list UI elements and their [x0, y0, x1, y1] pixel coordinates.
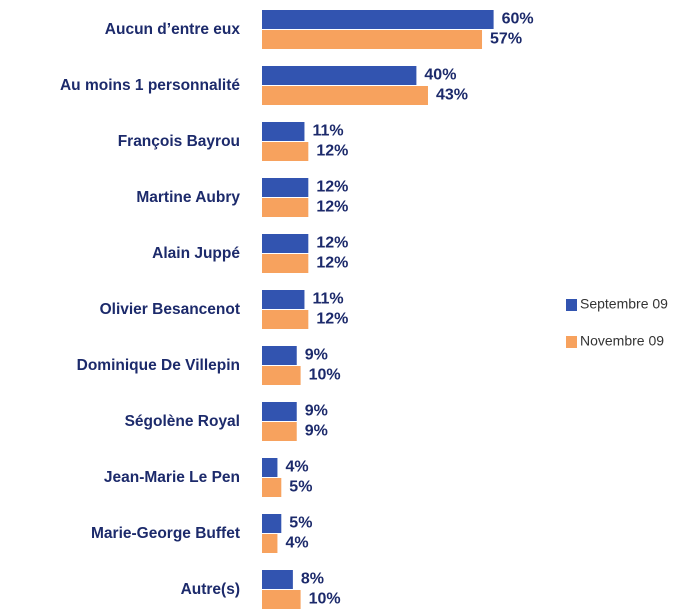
category-label: Marie-George Buffet: [91, 525, 240, 542]
value-label: 57%: [490, 31, 522, 48]
bar: [262, 122, 305, 141]
value-label: 9%: [305, 423, 328, 440]
value-label: 11%: [312, 291, 343, 308]
category-label: Martine Aubry: [136, 189, 240, 206]
bar: [262, 402, 297, 421]
value-label: 9%: [305, 403, 328, 420]
bar: [262, 458, 278, 477]
value-label: 40%: [424, 67, 456, 84]
bar: [262, 10, 494, 29]
bar: [262, 514, 282, 533]
value-label: 8%: [301, 571, 324, 588]
bar: [262, 290, 305, 309]
bar: [262, 534, 278, 553]
category-label: Jean-Marie Le Pen: [104, 469, 240, 486]
bar: [262, 234, 309, 253]
bar: [262, 254, 309, 273]
value-label: 12%: [316, 143, 348, 160]
value-label: 5%: [289, 515, 312, 532]
value-label: 12%: [316, 255, 348, 272]
category-label: Ségolène Royal: [125, 413, 240, 430]
value-label: 10%: [309, 591, 341, 608]
category-label: François Bayrou: [118, 133, 240, 150]
bar: [262, 86, 428, 105]
bar: [262, 30, 483, 49]
category-label: Aucun d’entre eux: [105, 21, 241, 38]
value-label: 12%: [316, 235, 348, 252]
category-label: Olivier Besancenot: [100, 301, 240, 318]
value-label: 12%: [316, 199, 348, 216]
value-label: 11%: [312, 123, 343, 140]
bar: [262, 478, 282, 497]
bar: [262, 142, 309, 161]
legend-swatch: [566, 299, 577, 311]
bar: [262, 570, 293, 589]
category-label: Autre(s): [181, 581, 240, 598]
bar: [262, 66, 417, 85]
value-label: 60%: [502, 11, 534, 28]
value-label: 4%: [285, 535, 308, 552]
category-label: Alain Juppé: [152, 245, 240, 262]
category-label: Dominique De Villepin: [77, 357, 240, 374]
legend-swatch: [566, 336, 577, 348]
bar: [262, 422, 297, 441]
value-label: 12%: [316, 311, 348, 328]
legend-label: Septembre 09: [580, 296, 668, 312]
bar: [262, 178, 309, 197]
category-label: Au moins 1 personnalité: [60, 77, 240, 94]
value-label: 12%: [316, 179, 348, 196]
bar: [262, 590, 301, 609]
bar: [262, 366, 301, 385]
legend-label: Novembre 09: [580, 333, 664, 349]
bar: [262, 346, 297, 365]
bar: [262, 310, 309, 329]
value-label: 9%: [305, 347, 328, 364]
bar: [262, 198, 309, 217]
value-label: 5%: [289, 479, 312, 496]
value-label: 43%: [436, 87, 468, 104]
value-label: 4%: [285, 459, 308, 476]
value-label: 10%: [309, 367, 341, 384]
